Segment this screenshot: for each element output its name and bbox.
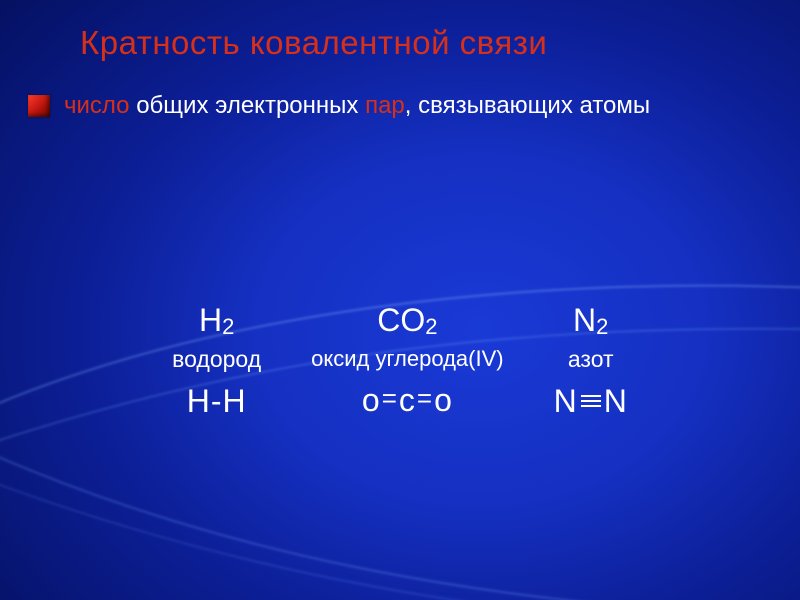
atom-right: N — [604, 381, 628, 421]
formula-sub: 2 — [596, 314, 608, 339]
formula-sub: 2 — [425, 314, 437, 339]
subtitle-part-2: пар — [365, 92, 405, 119]
subtitle-part-3: , связывающих атомы — [405, 92, 650, 119]
formula-base: CO — [377, 302, 425, 338]
atom-left: N — [554, 381, 578, 421]
examples-row: H2 водород H-H CO2 оксид углерода(IV) о=… — [0, 300, 800, 421]
atom-center: с — [399, 382, 416, 418]
slide-title: Кратность ковалентной связи — [80, 24, 547, 62]
example-co2: CO2 оксид углерода(IV) о=с=о — [311, 300, 503, 420]
atom-left: о — [362, 382, 381, 418]
example-h2: H2 водород H-H — [172, 300, 261, 421]
structure-n2: N N — [554, 381, 628, 421]
bullet-icon — [28, 95, 50, 117]
name-h2: водород — [172, 345, 261, 374]
double-bond-icon: = — [417, 382, 433, 415]
subtitle-part-0: число — [64, 92, 130, 119]
formula-base: N — [573, 302, 596, 338]
formula-h2: H2 — [199, 300, 234, 341]
formula-base: H — [199, 302, 222, 338]
name-co2: оксид углерода(IV) — [311, 345, 503, 373]
bg-streak-2 — [0, 400, 800, 600]
formula-sub: 2 — [222, 314, 234, 339]
subtitle-part-1: общих электронных — [130, 92, 366, 119]
double-bond-icon: = — [382, 382, 398, 415]
triple-bond-icon — [581, 390, 601, 412]
name-n2: азот — [568, 345, 614, 374]
subtitle-row: число общих электронных пар, связывающих… — [28, 92, 650, 120]
atom-right: о — [434, 382, 453, 418]
structure-co2: о=с=о — [362, 380, 453, 420]
structure-h2: H-H — [187, 381, 247, 421]
slide: Кратность ковалентной связи число общих … — [0, 0, 800, 600]
example-n2: N2 азот N N — [554, 300, 628, 421]
formula-co2: CO2 — [377, 300, 437, 341]
subtitle-text: число общих электронных пар, связывающих… — [64, 92, 650, 120]
formula-n2: N2 — [573, 300, 608, 341]
